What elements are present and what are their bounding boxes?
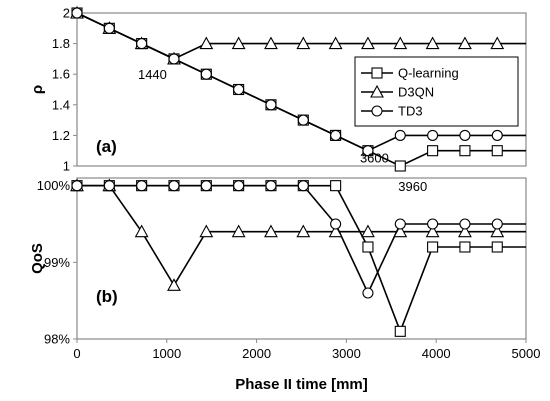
data-point-circle [394, 129, 406, 141]
data-point-square [394, 325, 406, 337]
data-point-square [491, 241, 503, 253]
data-point-triangle [328, 36, 343, 50]
data-point-triangle [264, 36, 278, 50]
data-point-triangle [296, 36, 311, 50]
data-point-circle [233, 180, 245, 192]
data-point-triangle [361, 224, 375, 238]
data-point-triangle [167, 278, 181, 291]
y-tick-label: 1.6 [52, 67, 70, 82]
legend: Q-learning D3QN TD3 [354, 56, 519, 127]
data-point-square [362, 241, 374, 253]
data-point-circle [459, 218, 471, 230]
data-point-triangle [199, 224, 214, 238]
x-axis-title: Phase II time [mm] [235, 376, 368, 393]
data-point-square [459, 145, 471, 157]
x-tick-label: 0 [73, 346, 80, 361]
data-point-circle [427, 129, 439, 141]
legend-label: D3QN [398, 85, 434, 100]
data-point-circle [491, 129, 503, 141]
data-point-triangle [328, 224, 343, 238]
legend-label: TD3 [398, 104, 423, 119]
y-tick-label: 100% [37, 178, 71, 193]
y-tick-label: 98% [44, 332, 70, 347]
data-point-circle [200, 180, 212, 192]
data-point-circle [297, 114, 309, 126]
data-point-circle [71, 7, 83, 19]
y-axis-title: QoS [29, 243, 46, 274]
data-point-triangle [425, 36, 440, 50]
data-point-circle [330, 218, 342, 230]
legend-label: Q-learning [398, 66, 459, 81]
data-point-circle [265, 180, 277, 192]
y-tick-label: 1.8 [52, 36, 70, 51]
plot-frame [76, 177, 527, 340]
legend-marker-circle [371, 105, 383, 117]
data-point-circle [297, 180, 309, 192]
y-tick-label: 1.2 [52, 128, 70, 143]
data-point-circle [330, 129, 342, 141]
panel-label: (b) [96, 287, 118, 306]
data-point-circle [394, 218, 406, 230]
x-tick-label: 5000 [512, 346, 541, 361]
y-tick-label: 99% [44, 255, 70, 270]
plot-frame [76, 12, 527, 167]
data-point-square [427, 241, 439, 253]
data-point-triangle [393, 224, 408, 238]
panel-label: (a) [96, 137, 117, 156]
data-point-triangle [490, 36, 505, 50]
legend-marker-square [371, 67, 383, 79]
y-tick-label: 2 [63, 6, 70, 21]
data-point-circle [362, 145, 374, 157]
x-tick-label: 3000 [332, 346, 361, 361]
data-point-square [427, 145, 439, 157]
data-point-square [491, 145, 503, 157]
data-point-triangle [134, 224, 149, 238]
data-point-triangle [296, 224, 311, 238]
data-point-circle [200, 68, 212, 80]
annotation-label: 1440 [138, 67, 167, 82]
series-line-q-learning [77, 184, 526, 333]
data-point-triangle [425, 224, 440, 238]
data-point-circle [233, 83, 245, 96]
data-point-triangle [458, 36, 472, 50]
data-point-circle [427, 218, 439, 230]
data-point-triangle [490, 224, 505, 238]
data-point-circle [459, 129, 471, 141]
data-point-triangle [393, 36, 408, 50]
data-point-triangle [231, 36, 246, 50]
annotation-label: 3960 [398, 179, 427, 194]
data-point-circle [136, 180, 148, 192]
series-line-td3 [77, 184, 526, 294]
panel-b-qos-chart: 98% 99% 100% 0 1000 2000 3000 4000 5000 QoS Phase … [29, 177, 541, 393]
x-tick-label: 2000 [242, 346, 271, 361]
data-point-triangle [361, 36, 375, 50]
y-tick-label: 1.4 [52, 97, 70, 112]
data-point-triangle [231, 224, 246, 238]
series-line-d3qn [76, 12, 526, 60]
data-point-square [459, 241, 471, 253]
annotation-label: 3600 [360, 151, 389, 166]
data-point-circle [103, 22, 115, 34]
data-point-circle [71, 180, 83, 192]
y-axis-title: ρ [29, 85, 46, 94]
data-point-circle [168, 180, 180, 192]
data-point-square [330, 180, 342, 192]
data-point-triangle [458, 224, 472, 238]
data-point-circle [168, 53, 180, 65]
data-point-triangle [264, 224, 278, 238]
data-point-circle [491, 218, 503, 230]
y-tick-label: 1 [63, 159, 70, 174]
x-tick-label: 4000 [422, 346, 451, 361]
x-tick-label: 1000 [152, 346, 181, 361]
panel-a-rho-chart: 1 1.2 1.4 1.6 1.8 2 ρ (a) 1440 3600 3960 [29, 6, 527, 194]
legend-marker-triangle [370, 84, 384, 98]
data-point-circle [136, 38, 148, 50]
data-point-square [394, 160, 406, 172]
data-point-circle [362, 287, 374, 299]
data-point-triangle [199, 36, 214, 50]
data-point-circle [265, 99, 277, 111]
data-point-circle [103, 180, 115, 192]
